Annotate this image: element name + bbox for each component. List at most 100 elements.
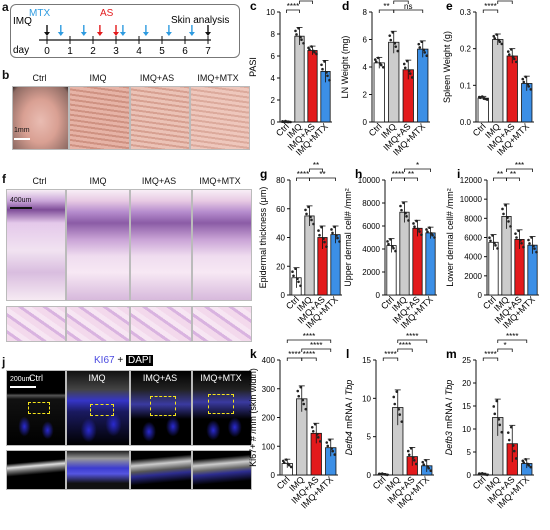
data-point [425,228,428,231]
histology-zoom-imq-mtx [192,306,252,342]
data-point [511,55,515,59]
data-point [417,42,421,46]
data-point [402,201,405,205]
data-point [397,407,401,411]
data-point [398,413,402,416]
j-group-imq-mtx: IMQ+MTX [200,373,242,383]
data-point [413,225,416,228]
panel-label-a: a [2,0,9,14]
data-point [315,433,319,436]
analysis-arrow-head [205,32,211,36]
data-point [422,48,426,52]
data-point [406,449,410,453]
data-point [403,66,407,70]
b-scale-label: 1mm [14,127,30,134]
data-point [389,238,392,241]
significance-label: ** [313,161,319,170]
data-point [376,56,380,60]
timeline-day-number: 0 [44,46,50,57]
data-point [522,245,525,249]
y-label-ref: Tbp [444,380,454,396]
data-point [533,247,536,250]
data-point [297,26,300,30]
data-point [514,232,517,235]
y-tick-label: 0.1 [460,81,472,90]
mouse-skin-photo-imq [69,86,130,150]
j-group-ctrl: Ctrl [29,373,43,383]
data-point [530,236,533,239]
y-tick-label: 300 [262,385,276,394]
y-tick-label: 0.3 [460,8,472,17]
data-point [282,120,285,124]
data-point [417,227,420,231]
data-point [308,48,311,51]
data-point [304,407,308,411]
fluorescence-imq-as [130,370,192,446]
data-point [405,215,408,218]
panel-label-c: c [250,0,257,13]
data-point [378,62,382,65]
data-point [418,46,422,49]
data-point [426,465,430,468]
data-point [407,69,411,73]
data-point [289,465,293,469]
bar-imq [399,211,410,296]
significance-label: **** [392,170,404,179]
panel-label-m: m [446,347,457,361]
significance-label: **** [300,0,312,2]
data-point [494,244,497,247]
significance-label: **** [287,2,299,11]
y-tick-label: 40 [276,234,285,243]
bar-imq-mtx [417,48,429,123]
skin-analysis-label: Skin analysis [171,15,229,26]
y-tick-label: 15 [362,356,371,365]
histology-zoom-imq [66,306,130,342]
data-point [507,220,510,223]
histology-imq [66,189,130,301]
significance-label: **** [399,341,411,350]
y-tick-label: 6 [271,52,276,61]
timeline-day-number: 6 [182,46,188,57]
y-tick-label: 80 [276,176,285,185]
significance-label: **** [484,2,496,11]
data-point [294,267,297,270]
data-point [297,280,300,284]
significance-bracket [393,0,409,4]
as-label: AS [100,8,114,19]
j-scale-bar [10,386,36,388]
y-label-mid: mRNA / [444,395,454,431]
y-axis-label: Epidermal thickness (μm) [258,187,268,289]
data-point [330,447,334,450]
bar-ctrl [488,241,499,296]
y-tick-label: 8 [363,8,368,17]
day-label: day [13,45,29,56]
y-tick-label: 100 [262,442,276,451]
data-point [381,65,385,69]
data-point [394,45,398,48]
data-point [496,247,499,250]
bar-imq-mtx [330,234,341,296]
timeline-day-number: 1 [67,46,73,57]
data-point [318,233,321,237]
timeline-arrows [44,25,211,36]
data-point [423,51,427,54]
f-group-ctrl: Ctrl [32,176,47,186]
data-point [529,88,533,91]
significance-bracket [309,177,336,181]
significance-label: *** [396,0,405,2]
mtx-arrow-head [188,32,195,36]
y-tick-label: 4 [363,63,368,72]
data-point [407,219,410,222]
data-point [388,34,392,37]
data-point [400,208,403,212]
y-axis-label: LN Weight (mg) [340,36,350,99]
fluorescence-zoom-ctrl [6,450,66,490]
zoom-box-imq-mtx [208,394,234,414]
bar-ctrl [477,97,489,123]
data-point [500,430,504,434]
data-point [428,226,431,230]
data-point [391,244,394,248]
